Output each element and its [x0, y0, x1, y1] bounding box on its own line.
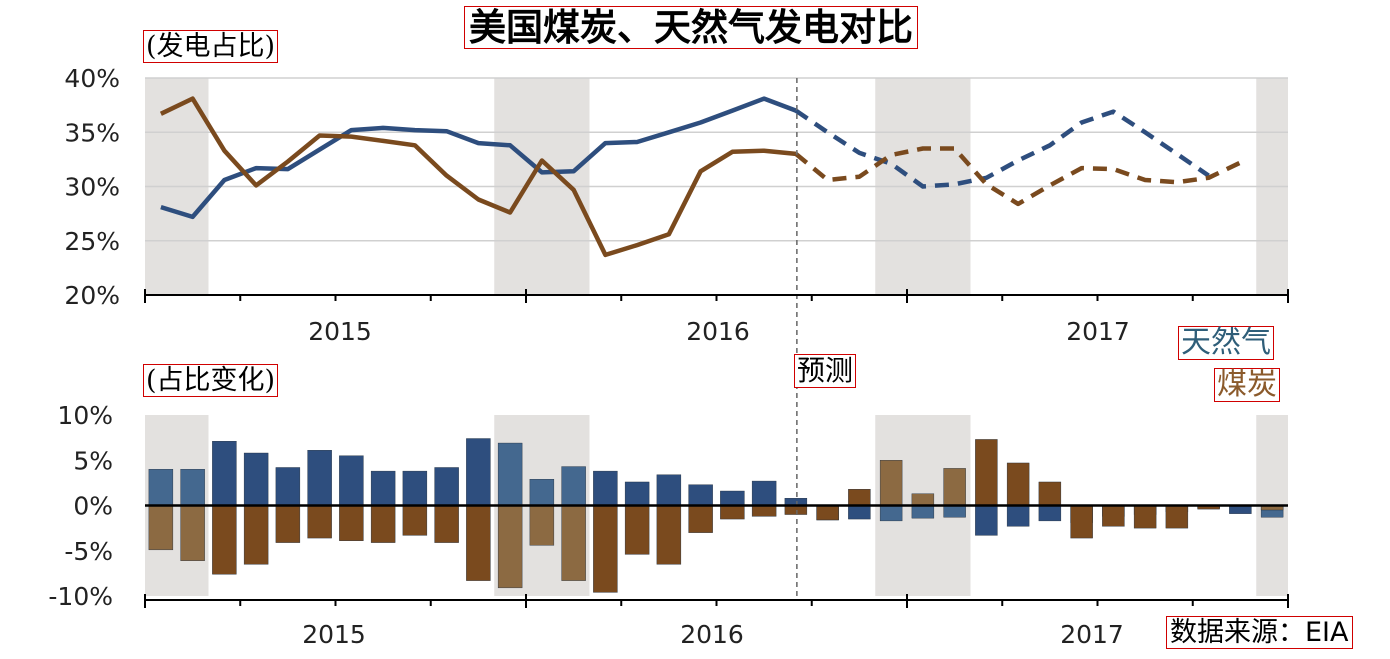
line-gas-forecast — [794, 108, 1210, 189]
bar-coal — [497, 505, 523, 589]
x-tick-label: 2016 — [686, 317, 750, 346]
bar-gas — [975, 505, 998, 536]
x-tick-label: 2016 — [680, 620, 744, 649]
chart-title: 美国煤炭、天然气发电对比 — [464, 6, 918, 49]
bar-coal — [624, 505, 650, 555]
bar-coal — [1038, 481, 1062, 506]
bar-coal — [975, 439, 998, 506]
bottom-panel-label: (占比变化) — [143, 364, 279, 397]
share-lines — [159, 96, 1242, 258]
bar-gas — [307, 450, 332, 506]
legend-gas: 天然气 — [1178, 326, 1274, 360]
bar-coal — [688, 505, 713, 533]
bar-gas — [688, 484, 713, 506]
bar-coal — [879, 460, 903, 506]
bar-coal — [561, 505, 586, 581]
bar-coal — [816, 505, 839, 521]
bar-gas — [212, 441, 237, 506]
bar-gas — [529, 479, 555, 506]
bar-coal — [307, 505, 332, 539]
grid-lines — [145, 77, 1288, 242]
y-tick-label: 35% — [64, 118, 120, 147]
bar-coal — [466, 505, 491, 581]
x-tick-label: 2017 — [1060, 620, 1124, 649]
bar-gas — [466, 438, 491, 506]
y-tick-label: -5% — [64, 537, 113, 566]
legend-coal: 煤炭 — [1214, 368, 1280, 402]
bar-gas — [720, 490, 745, 506]
bar-coal — [1165, 505, 1189, 529]
tick-labels: 20% 25% 30% 35% 40% -10% -5% 0% 5% 10% 2015 2015 201… — [48, 64, 1129, 649]
bar-coal — [212, 505, 237, 575]
bar-gas — [243, 452, 269, 506]
y-tick-label: -10% — [48, 582, 113, 611]
line-coal-actual — [159, 96, 797, 258]
bar-coal — [402, 505, 428, 536]
y-tick-label: 40% — [64, 64, 120, 93]
axes — [144, 78, 1289, 608]
bar-coal — [339, 505, 364, 541]
bar-gas — [497, 442, 523, 506]
bar-coal — [180, 505, 205, 561]
bar-gas — [1006, 505, 1030, 527]
bar-gas — [943, 505, 966, 518]
bar-coal — [751, 505, 777, 517]
y-tick-label: 10% — [57, 401, 113, 430]
bar-gas — [656, 474, 682, 506]
bar-gas — [751, 480, 777, 506]
bar-coal — [1070, 505, 1093, 539]
y-tick-label: 0% — [73, 492, 113, 521]
bar-gas — [911, 505, 935, 519]
bar-coal — [370, 505, 396, 543]
bar-gas — [339, 455, 364, 506]
bar-gas — [180, 469, 205, 506]
bar-coal — [1006, 462, 1030, 506]
bar-coal — [720, 505, 745, 520]
bar-coal — [148, 505, 174, 551]
source-note: 数据来源：EIA — [1166, 616, 1353, 649]
line-gas-actual — [160, 96, 797, 220]
bar-gas — [275, 467, 301, 506]
bar-coal — [275, 505, 301, 543]
bar-coal — [848, 489, 871, 506]
line-coal-forecast — [794, 146, 1242, 207]
y-tick-label: 5% — [73, 446, 113, 475]
bar-gas — [624, 481, 650, 506]
y-tick-label: 25% — [64, 227, 120, 256]
bar-gas — [370, 470, 396, 506]
top-panel-label: (发电占比) — [143, 30, 279, 63]
y-tick-label: 30% — [64, 173, 120, 202]
bar-coal — [529, 505, 555, 546]
bar-coal — [943, 468, 966, 506]
y-tick-label: 20% — [64, 281, 120, 310]
x-tick-label: 2015 — [302, 620, 366, 649]
bar-coal — [1102, 505, 1125, 527]
bar-gas — [402, 470, 428, 506]
bar-coal — [784, 505, 808, 515]
bar-coal — [656, 505, 682, 565]
change-bars — [148, 438, 1284, 593]
bar-gas — [879, 505, 903, 522]
bar-coal — [434, 505, 459, 543]
bar-coal — [593, 505, 618, 593]
bar-gas — [593, 470, 618, 506]
bar-coal — [911, 493, 935, 506]
bar-coal — [243, 505, 269, 565]
bar-gas — [848, 505, 871, 520]
bar-coal — [1133, 505, 1157, 529]
x-tick-label: 2015 — [308, 317, 372, 346]
bar-gas — [148, 469, 174, 506]
bar-gas — [434, 467, 459, 506]
x-tick-label: 2017 — [1066, 317, 1130, 346]
forecast-label: 预测 — [794, 354, 857, 388]
bar-gas — [561, 466, 586, 506]
bar-gas — [1038, 505, 1062, 522]
